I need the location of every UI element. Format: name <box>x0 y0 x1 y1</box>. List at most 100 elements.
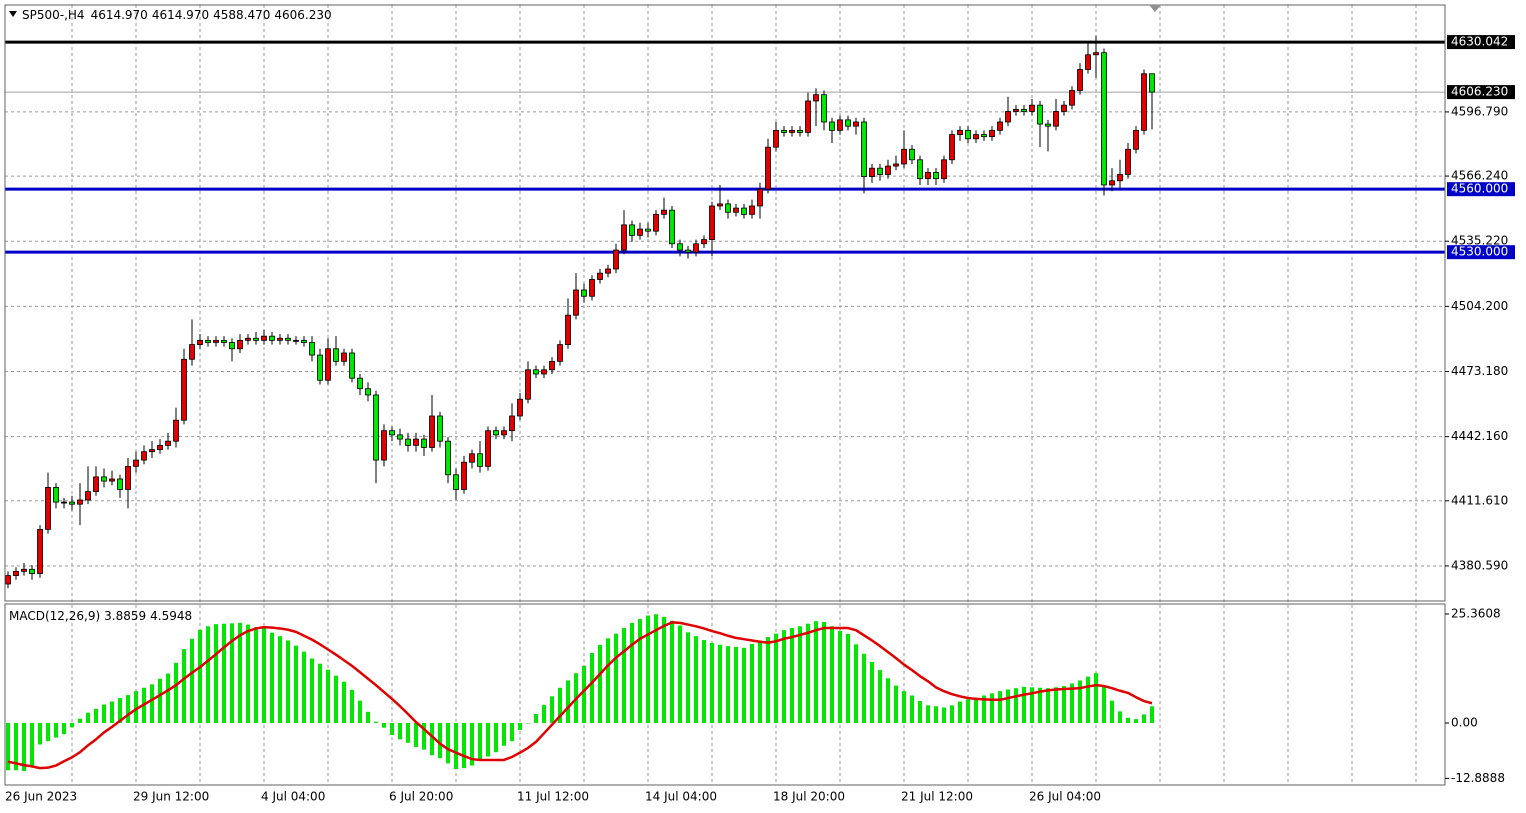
candle-body <box>797 129 803 133</box>
macd-bar <box>1078 680 1082 723</box>
candle-body <box>93 476 99 492</box>
candle-body <box>1077 69 1083 91</box>
candle-body <box>757 188 763 207</box>
macd-bar <box>1006 689 1010 723</box>
candle-body <box>493 430 499 436</box>
candle-body <box>709 205 715 240</box>
candle-body <box>1069 90 1075 106</box>
candle-body <box>485 430 491 467</box>
macd-bar <box>478 722 482 761</box>
candle-body <box>109 478 115 482</box>
candle-body <box>573 289 579 316</box>
candle-body <box>741 207 747 215</box>
candle-body <box>373 394 379 461</box>
candle-body <box>821 94 827 123</box>
candle-body <box>157 444 163 450</box>
candle-body <box>925 171 931 180</box>
macd-bar <box>462 722 466 769</box>
macd-bar <box>158 678 162 723</box>
macd-bar <box>790 628 794 723</box>
candle-body <box>85 491 91 501</box>
menu-arrow <box>9 11 17 17</box>
candle-body <box>845 119 851 127</box>
macd-bar <box>590 652 594 723</box>
y-tick-label: 4535.220 <box>1451 234 1508 248</box>
candle-body <box>853 121 859 127</box>
macd-bar <box>830 626 834 723</box>
candle-body <box>181 358 187 421</box>
macd-bar <box>422 722 426 750</box>
macd-bar <box>654 614 658 723</box>
macd-bar <box>606 638 610 723</box>
macd-bar <box>942 707 946 723</box>
candle-body <box>637 228 643 236</box>
macd-bar <box>974 697 978 723</box>
candle-body <box>669 209 675 245</box>
candle-body <box>589 279 595 297</box>
macd-bar <box>542 704 546 723</box>
macd-bar <box>470 722 474 766</box>
level-label: 4530.000 <box>1451 245 1508 259</box>
candle-body <box>941 159 947 180</box>
candle-body <box>549 360 555 371</box>
candle-body <box>877 167 883 175</box>
macd-bar <box>1086 676 1090 723</box>
macd-bar <box>1110 700 1114 723</box>
marks <box>5 35 1445 772</box>
macd-bar <box>94 708 98 723</box>
candle-body <box>661 209 667 215</box>
candle-body <box>829 121 835 131</box>
macd-bar <box>294 645 298 723</box>
candle-body <box>717 203 723 207</box>
candle-body <box>813 94 819 102</box>
candle-body <box>357 377 363 390</box>
macd-bar <box>718 644 722 723</box>
candle-body <box>365 388 371 396</box>
candle-body <box>341 352 347 362</box>
candle-body <box>293 339 299 342</box>
macd-bar <box>582 665 586 723</box>
macd-bar <box>254 627 258 723</box>
macd-bar <box>798 626 802 723</box>
candle-body <box>613 249 619 270</box>
y-tick-label: -12.8888 <box>1451 771 1505 785</box>
macd-bar <box>1150 706 1154 723</box>
macd-bar <box>910 695 914 723</box>
candle-body <box>1117 174 1123 182</box>
macd-bar <box>838 631 842 723</box>
macd-bar <box>1070 683 1074 723</box>
macd-bar <box>118 698 122 723</box>
macd-bar <box>318 663 322 723</box>
low-label: 4588.470 <box>213 8 270 22</box>
candle-body <box>1085 54 1091 70</box>
candle-body <box>1109 180 1115 186</box>
candle-body <box>205 339 211 343</box>
macd-bar <box>726 646 730 723</box>
macd-bar <box>14 722 18 771</box>
candle-body <box>285 337 291 341</box>
macd-bar <box>870 661 874 723</box>
macd-bar <box>750 643 754 723</box>
candle-body <box>165 440 171 446</box>
macd-bar <box>854 644 858 723</box>
candle-body <box>565 314 571 345</box>
x-tick-label: 29 Jun 12:00 <box>133 790 209 804</box>
level-box <box>1447 245 1515 260</box>
candle-body <box>861 121 867 177</box>
macd-bar <box>246 624 250 723</box>
high-label: 4614.970 <box>152 8 209 22</box>
candle-body <box>1061 104 1067 112</box>
candle-body <box>317 354 323 381</box>
macd-bar <box>438 722 442 759</box>
macd-bar <box>102 704 106 723</box>
macd-bar <box>54 722 58 738</box>
macd-bar <box>366 711 370 723</box>
candle-body <box>197 339 203 345</box>
candle-body <box>541 369 547 375</box>
macd-bar <box>646 615 650 723</box>
candle-body <box>837 119 843 131</box>
macd-bar <box>918 701 922 723</box>
macd-bar <box>270 632 274 723</box>
macd-bar <box>358 700 362 723</box>
